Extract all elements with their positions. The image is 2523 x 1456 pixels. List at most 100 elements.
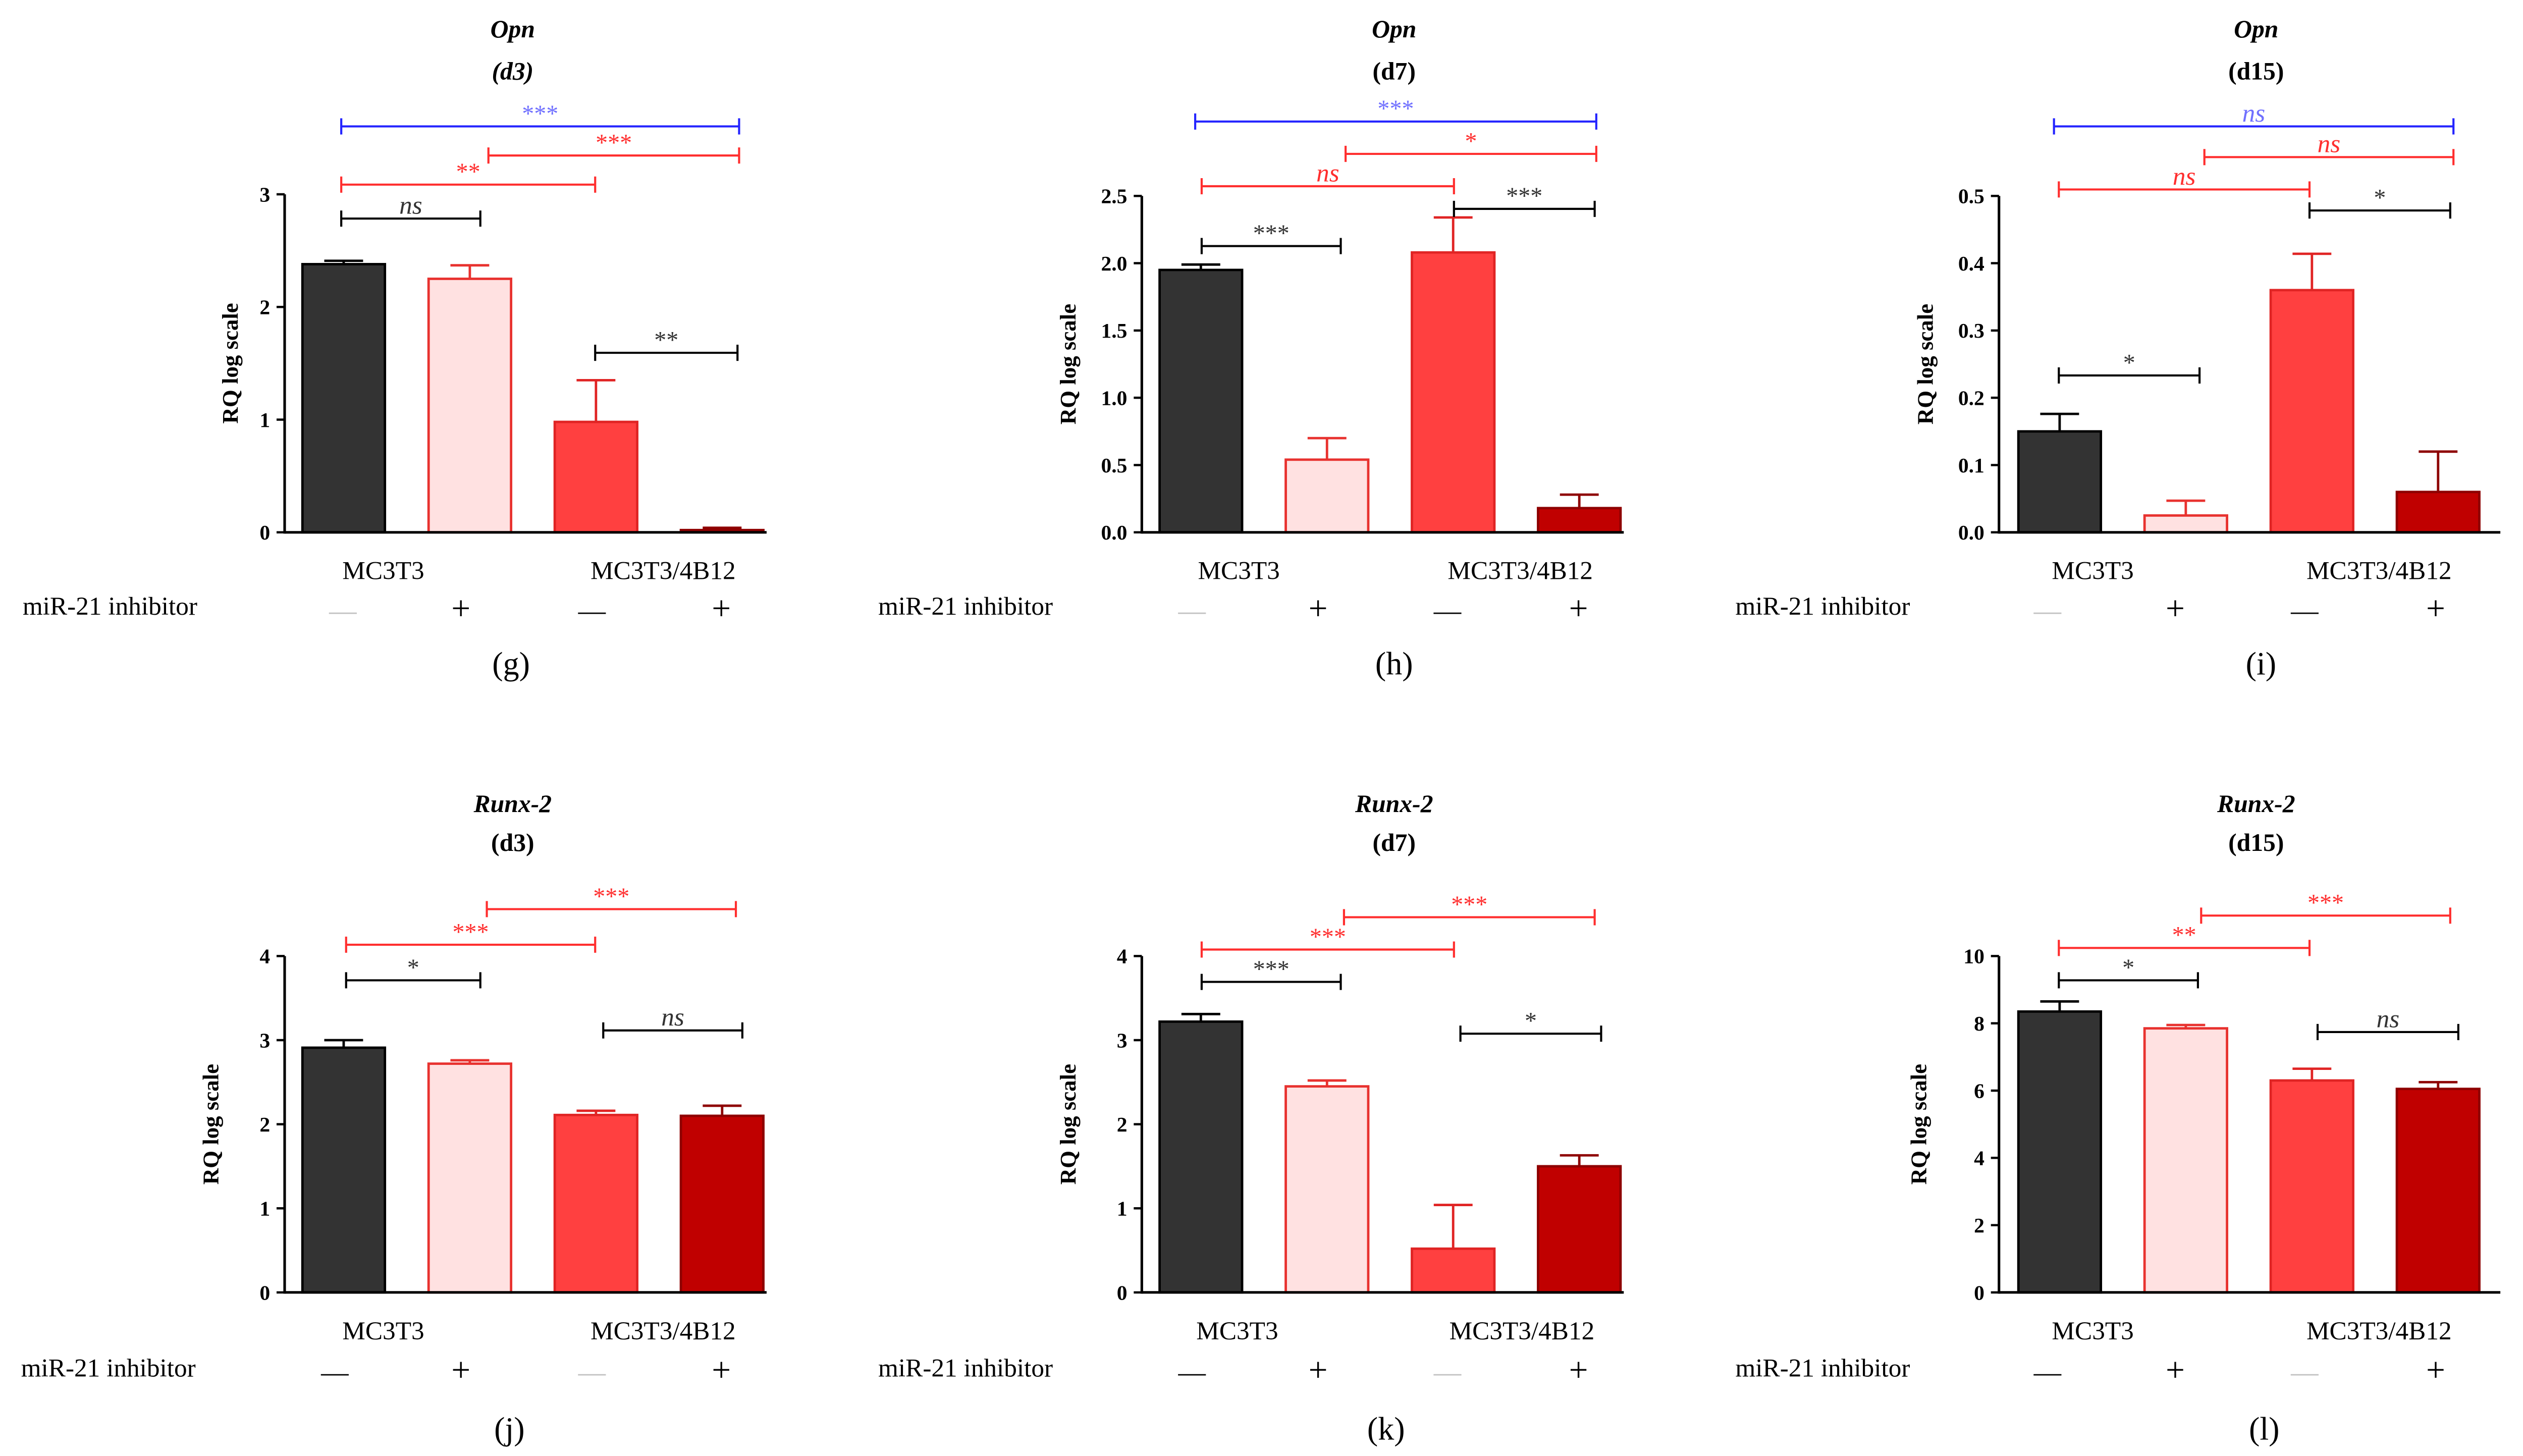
panel-k-bar-2 — [1284, 1085, 1370, 1294]
panel-l-error-bar-4 — [2419, 1081, 2458, 1089]
panel-l-subtitle: (d15) — [2228, 829, 2284, 856]
panel-l-error-bar-3 — [2292, 1067, 2332, 1081]
panel-h-title: Opn — [1372, 15, 1416, 43]
panel-j-title: Runx-2 — [473, 790, 552, 818]
panel-h-ytick-label-2: 1.0 — [1101, 387, 1127, 410]
panel-j-error-bar-4 — [703, 1104, 742, 1116]
panel-l-panel-label: (l) — [2249, 1411, 2279, 1446]
panel-j-inhibitor-minus-3: — — [578, 1357, 606, 1387]
panel-l-significance-bracket-2 — [2058, 940, 2311, 956]
panel-g-y-axis-label: RQ log scale — [218, 303, 243, 423]
panel-k-significance-label-3: *** — [1253, 956, 1290, 983]
panel-j-inhibitor-plus-4: + — [712, 1351, 731, 1389]
panel-k-inhibitor-label: miR-21 inhibitor — [878, 1354, 1053, 1382]
panel-g-bar-1 — [301, 263, 387, 534]
panel-h-significance-label-4: *** — [1506, 183, 1542, 209]
panel-i-significance-label-4: * — [2374, 184, 2386, 211]
panel-j-group-label-1: MC3T3 — [342, 1317, 424, 1345]
panel-j-panel-label: (j) — [494, 1411, 524, 1446]
panel-l-bar-1 — [2017, 1010, 2103, 1294]
panel-l-significance-bracket-1 — [2200, 907, 2451, 924]
panel-g-ytick-label-0: 0 — [259, 521, 270, 545]
panel-l-significance-label-3: * — [2122, 954, 2134, 981]
panel-i-significance-label-1: ns — [2242, 99, 2266, 128]
panel-i-ytick-label-5: 0.5 — [1958, 185, 1984, 208]
panel-j-significance-label-3: * — [407, 954, 419, 981]
panel-i-significance-bracket-5 — [2058, 367, 2201, 384]
panel-i-group-label-1: MC3T3 — [2052, 557, 2133, 585]
panel-j-significance-label-4: ns — [661, 1003, 684, 1032]
panel-k-inhibitor-minus-1: — — [1177, 1357, 1206, 1387]
panel-g-error-bar-2 — [450, 264, 490, 279]
panel-j-significance-label-2: *** — [452, 919, 489, 945]
panel-k-error-bar-2 — [1307, 1079, 1347, 1087]
panel-k-error-bar-4 — [1560, 1154, 1599, 1166]
panel-j-inhibitor-plus-2: + — [451, 1351, 470, 1389]
panel-h-bar-3 — [1411, 251, 1496, 534]
panel-l-significance-label-2: ** — [2172, 922, 2196, 949]
panel-k-group-label-2: MC3T3/4B12 — [1450, 1317, 1595, 1345]
panel-h-inhibitor-label: miR-21 inhibitor — [878, 592, 1053, 621]
panel-k-bar-1 — [1158, 1020, 1244, 1294]
panel-j-significance-bracket-4 — [602, 1022, 743, 1039]
panel-k-significance-bracket-4 — [1459, 1026, 1602, 1042]
panel-i-bar-4 — [2395, 491, 2481, 534]
panel-j-bar-3 — [553, 1113, 638, 1294]
panel-l-inhibitor-plus-2: + — [2166, 1351, 2185, 1389]
panel-k-significance-label-2: *** — [1310, 924, 1346, 950]
panel-i-bar-1 — [2017, 430, 2103, 534]
panel-g-significance-bracket-4 — [340, 210, 481, 227]
panel-h-error-bar-4 — [1560, 493, 1599, 508]
panel-i-inhibitor-label: miR-21 inhibitor — [1735, 592, 1910, 621]
panel-h-error-bar-3 — [1433, 216, 1473, 253]
panel-h-significance-bracket-1 — [1194, 113, 1597, 130]
panel-g-panel-label: (g) — [492, 646, 530, 682]
panel-l-bar-2 — [2143, 1027, 2228, 1294]
panel-h-significance-label-2: * — [1465, 128, 1477, 154]
panel-i-significance-bracket-1 — [2053, 118, 2455, 135]
panel-k-subtitle: (d7) — [1373, 829, 1416, 856]
panel-h-bar-1 — [1158, 268, 1244, 534]
panel-k-significance-bracket-3 — [1200, 974, 1342, 990]
panel-l-ytick-label-3: 6 — [1974, 1080, 1984, 1103]
panel-l-inhibitor-minus-3: — — [2290, 1357, 2319, 1387]
panel-l-bar-3 — [2269, 1079, 2354, 1294]
panel-g-inhibitor-minus-3: — — [578, 595, 606, 626]
panel-g-significance-label-5: ** — [654, 327, 678, 353]
panel-j-ytick-label-4: 4 — [259, 945, 270, 968]
panel-g-significance-bracket-3 — [340, 176, 597, 193]
panel-j-significance-bracket-1 — [486, 901, 737, 918]
panel-h-significance-label-5: *** — [1253, 220, 1290, 247]
panel-g: Opn (d3) RQ log scale 0 1 2 3 MC3T3 MC3T3/4B12 mi… — [23, 15, 767, 682]
panel-k-significance-bracket-1 — [1343, 909, 1596, 926]
panel-g-inhibitor-plus-2: + — [451, 589, 470, 627]
panel-i-significance-label-5: * — [2123, 349, 2135, 376]
panel-j-error-bar-3 — [576, 1109, 616, 1115]
panel-i-bar-3 — [2269, 289, 2354, 534]
panel-l: Runx-2 (d15) RQ log scale 0 2 4 6 8 10 MC3T3 MC3T3… — [1735, 790, 2501, 1446]
panel-k-ytick-label-2: 2 — [1117, 1113, 1128, 1137]
panel-k-significance-bracket-2 — [1200, 941, 1455, 958]
panel-g-significance-bracket-2 — [487, 147, 740, 164]
panel-g-group-label-2: MC3T3/4B12 — [591, 557, 736, 585]
panel-i-group-label-2: MC3T3/4B12 — [2306, 557, 2452, 585]
panel-j-error-bar-2 — [450, 1059, 490, 1064]
panel-h-significance-label-3: ns — [1316, 158, 1339, 187]
panel-h-significance-label-1: *** — [1377, 95, 1414, 122]
panel-h-subtitle: (d7) — [1373, 58, 1416, 85]
panel-g-ytick-label-2: 2 — [259, 296, 270, 319]
panel-g-ytick-label-1: 1 — [259, 409, 270, 432]
panel-h-ytick-label-3: 1.5 — [1101, 319, 1127, 343]
panel-i: Opn (d15) RQ log scale 0.0 0.1 0.2 0.3 0.4 0.5 MC… — [1735, 15, 2501, 682]
panel-j-bar-1 — [301, 1046, 387, 1294]
panel-j-inhibitor-label: miR-21 inhibitor — [21, 1354, 196, 1382]
panel-g-significance-label-1: *** — [522, 100, 558, 127]
panel-k-significance-label-1: *** — [1451, 891, 1487, 918]
panel-j-inhibitor-minus-1: — — [320, 1357, 349, 1387]
panel-l-group-label-2: MC3T3/4B12 — [2306, 1317, 2452, 1345]
panel-i-title: Opn — [2234, 15, 2278, 43]
panel-i-y-axis-label: RQ log scale — [1912, 304, 1938, 424]
panel-i-inhibitor-minus-3: — — [2290, 595, 2319, 626]
panel-i-ytick-label-4: 0.4 — [1958, 252, 1984, 276]
